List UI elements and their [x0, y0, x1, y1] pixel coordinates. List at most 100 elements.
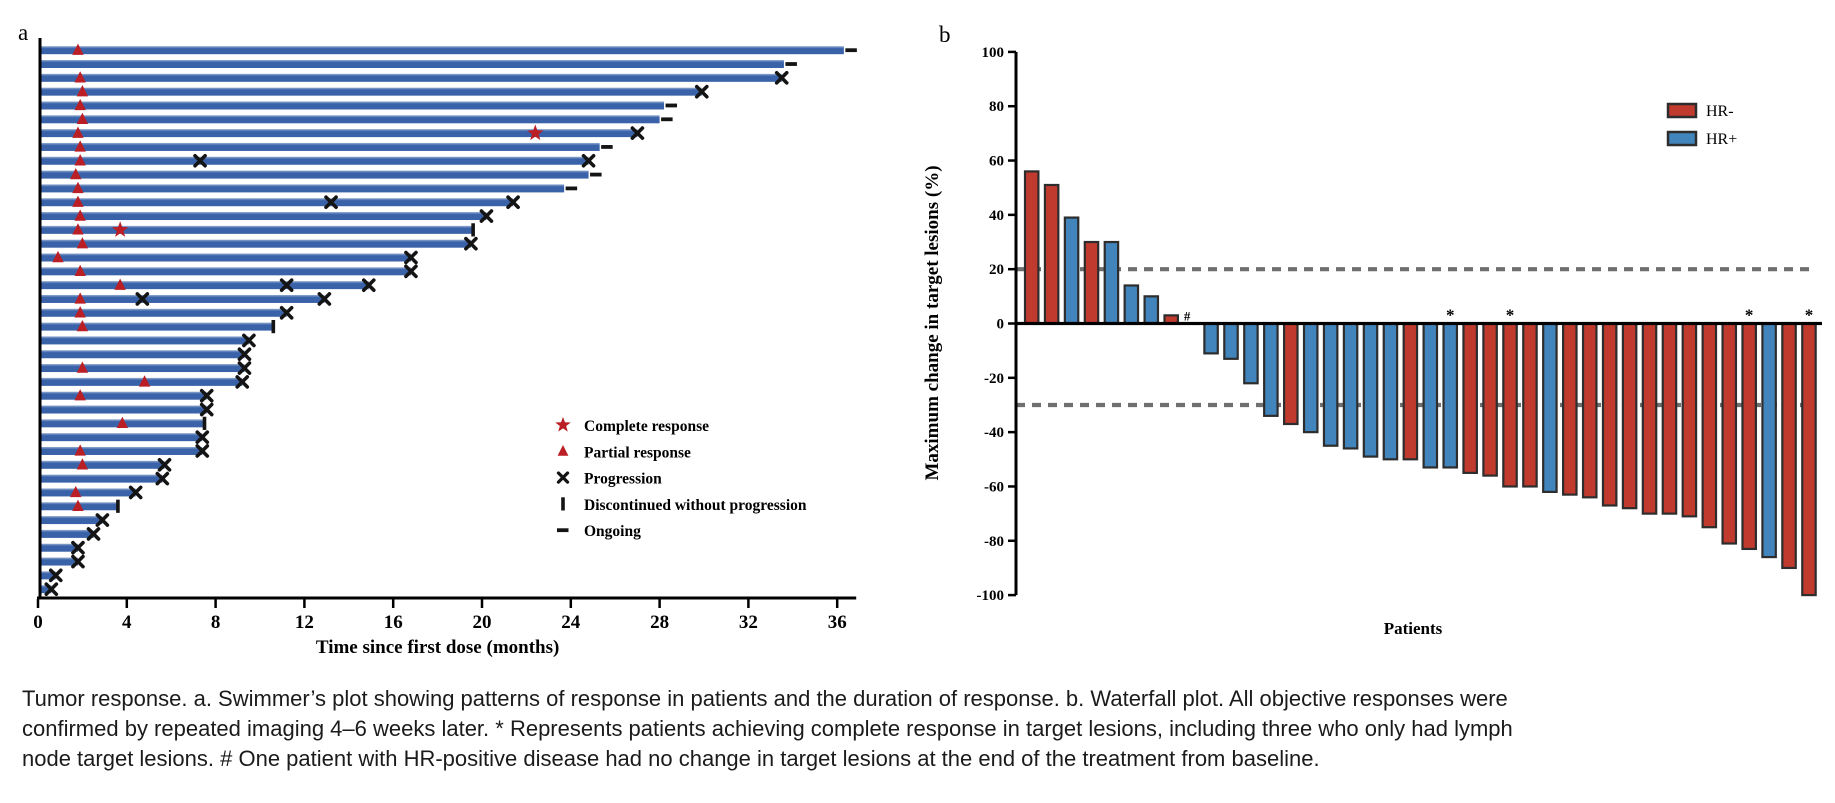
- axes-a: 0 4 8 12 16 20 24 28 32 36 Time since first dose (…: [33, 38, 857, 658]
- legend-b-item-label: HR-: [1706, 103, 1734, 120]
- complete-response-annotation: *: [1805, 306, 1814, 325]
- complete-response-marker: [555, 416, 571, 432]
- no-change-annotation: #: [1184, 309, 1191, 324]
- progression-marker: [199, 402, 214, 417]
- progression-marker: [317, 292, 332, 306]
- y-tick: [1008, 593, 1016, 597]
- progression-marker: [581, 153, 596, 168]
- x-tick: [569, 599, 573, 608]
- waterfall-bar: [1701, 322, 1718, 529]
- progression-marker: [44, 582, 59, 597]
- swimmer-bar: [40, 405, 207, 414]
- discontinued-marker: [202, 416, 207, 430]
- y-tick-label: 80: [989, 99, 1004, 115]
- progression-marker: [556, 471, 570, 484]
- waterfall-bar: [1581, 322, 1598, 499]
- progression-marker: [361, 278, 376, 292]
- partial-response-marker: [72, 181, 84, 194]
- progression-marker: [404, 264, 418, 279]
- waterfall-bar: [1661, 322, 1678, 515]
- y-tick-label: -80: [984, 534, 1004, 550]
- waterfall-bar: [1601, 322, 1618, 507]
- ongoing-marker: [665, 103, 678, 108]
- swimmer-bar: [40, 585, 52, 594]
- progression-marker: [506, 195, 520, 210]
- waterfall-bar: [1243, 322, 1259, 385]
- x-tick: [391, 599, 395, 608]
- x-tick-label: 32: [739, 612, 758, 633]
- progression-marker: [195, 444, 210, 458]
- discontinued-marker: [471, 223, 475, 237]
- x-tick-label: 28: [650, 612, 669, 633]
- partial-response-marker: [72, 499, 84, 511]
- legend-b-item-label: HR+: [1706, 131, 1737, 148]
- partial-response-marker: [74, 264, 86, 277]
- axes-b: 100 80 60 40 20 0 -20 -40 -60 -80 -100 Maximum chan…: [922, 45, 1443, 638]
- swimmer-bar: [40, 557, 78, 566]
- swimmer-bar: [40, 46, 844, 55]
- y-tick-label: -20: [984, 371, 1004, 387]
- waterfall-bar: [1322, 322, 1339, 447]
- y-tick: [1008, 267, 1016, 271]
- partial-response-marker: [74, 71, 86, 83]
- figure-caption: Tumor response. a. Swimmer’s plot showin…: [22, 686, 1513, 771]
- swimmer-bar: [40, 516, 103, 525]
- progression-marker: [242, 333, 256, 348]
- partial-response-marker: [138, 375, 151, 387]
- swimmer-bar: [40, 322, 274, 331]
- x-tick: [835, 599, 839, 608]
- waterfall-bar: [1741, 322, 1757, 551]
- y-axis-title: Maximum change in target lesions (%): [922, 165, 943, 480]
- partial-response-marker: [74, 98, 86, 111]
- discontinued-marker: [116, 499, 120, 513]
- progression-marker: [195, 430, 210, 444]
- x-tick-label: 4: [122, 612, 132, 633]
- zero-line: [1016, 321, 1822, 326]
- x-axis-title: Patients: [1384, 619, 1443, 638]
- progression-marker: [774, 71, 789, 85]
- waterfall-bar: [1422, 322, 1439, 469]
- y-tick-label: -60: [984, 479, 1004, 495]
- complete-response-marker: [111, 221, 129, 237]
- partial-response-marker: [74, 306, 86, 318]
- swimmer-bar: [40, 433, 203, 442]
- swimmer-bar: [40, 101, 665, 110]
- progression-marker: [199, 388, 214, 403]
- y-tick-label: 20: [989, 262, 1004, 278]
- legend-a-item-label: Discontinued without progression: [584, 497, 807, 514]
- swimmer-bar: [40, 184, 565, 193]
- waterfall-bar: [1502, 322, 1518, 488]
- progression-marker: [237, 347, 252, 362]
- progression-marker: [155, 471, 170, 486]
- progression-marker: [404, 250, 418, 265]
- partial-response-marker: [70, 485, 82, 498]
- partial-response-marker: [76, 320, 89, 332]
- x-tick: [747, 599, 750, 608]
- partial-response-marker: [557, 445, 569, 456]
- legend-a-item-label: Partial response: [584, 444, 691, 461]
- progression-marker: [48, 568, 63, 583]
- x-tick-label: 8: [211, 612, 221, 633]
- swimmer-bar: [40, 364, 245, 373]
- partial-response-marker: [76, 112, 89, 124]
- swimmer-bar: [40, 198, 514, 207]
- partial-response-marker: [74, 140, 86, 152]
- waterfall-bar: [1362, 322, 1379, 458]
- complete-response-annotation: *: [1745, 306, 1754, 325]
- progression-marker: [235, 375, 250, 389]
- waterfall-bar: [1761, 322, 1777, 559]
- complete-response-annotation: *: [1506, 306, 1515, 325]
- waterfall-bar: [1462, 322, 1478, 474]
- waterfall-bar: [1223, 322, 1239, 360]
- partial-response-marker: [74, 209, 86, 221]
- x-tick: [125, 599, 129, 608]
- figure-svg: a 0 4 8 12 16 20 24 28 32 36 Time since first dose …: [18, 20, 1822, 658]
- swimmer-bar: [40, 60, 784, 69]
- x-tick-label: 0: [33, 612, 43, 633]
- partial-response-marker: [76, 85, 89, 97]
- waterfall-bar: [1721, 322, 1738, 545]
- waterfall-bar: [1641, 322, 1658, 515]
- x-tick-label: 16: [384, 612, 403, 633]
- ongoing-marker: [661, 117, 673, 122]
- swimmer-bar: [40, 350, 245, 359]
